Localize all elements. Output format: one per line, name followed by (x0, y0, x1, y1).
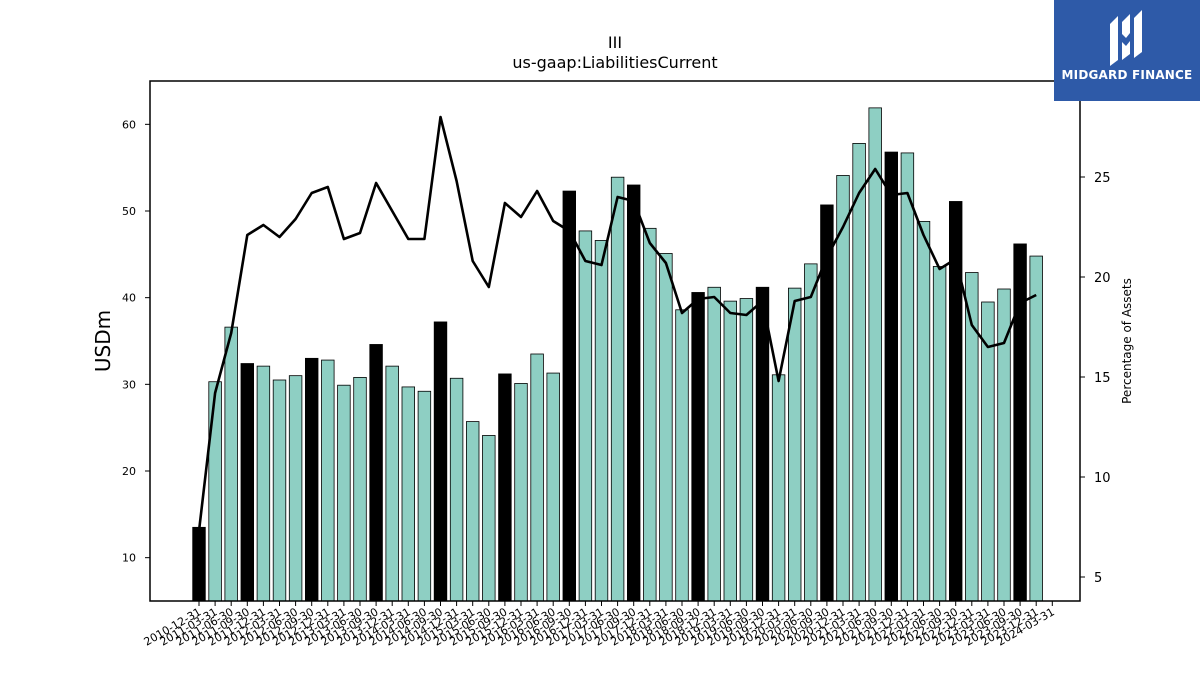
bar (771, 374, 786, 602)
y2-tick-label: 20 (1094, 271, 1111, 286)
bar (546, 372, 560, 602)
bar (385, 365, 399, 602)
bar (337, 384, 351, 602)
brand-name: MIDGARD FINANCE (1061, 68, 1193, 82)
bar (321, 359, 335, 602)
bar (739, 298, 754, 602)
bar (788, 287, 802, 602)
bar (498, 373, 512, 602)
bar (304, 357, 319, 602)
y-axis: 10 20 30 40 50 60 (122, 118, 150, 565)
y2-axis: 5 10 15 20 25 (1080, 171, 1111, 586)
y-tick-label: 20 (122, 465, 136, 478)
y2-tick-label: 25 (1094, 171, 1111, 186)
bar (514, 383, 528, 602)
chart-subtitle: us-gaap:LiabilitiesCurrent (512, 53, 717, 72)
bar (401, 386, 416, 602)
bar (820, 204, 834, 602)
brand-logo: MIDGARD FINANCE (1054, 0, 1200, 101)
y2-axis-label: Percentage of Assets (1120, 278, 1134, 404)
line-group (197, 115, 1037, 532)
bar (659, 253, 673, 602)
bar (723, 300, 738, 602)
bar (836, 175, 850, 602)
bar (643, 227, 657, 602)
bar (900, 152, 915, 602)
bar (272, 379, 287, 602)
bar (482, 435, 496, 602)
bar (369, 344, 383, 602)
bar (852, 142, 866, 602)
y2-tick-label: 15 (1094, 371, 1111, 386)
bars-group (192, 107, 1043, 602)
y-tick-label: 50 (122, 205, 136, 218)
y-tick-label: 60 (122, 118, 136, 131)
bar (417, 390, 432, 602)
bar (868, 107, 882, 602)
bar (353, 376, 367, 602)
y-tick-label: 30 (122, 378, 136, 391)
bar (804, 263, 818, 602)
bar (610, 176, 625, 602)
bar (578, 230, 593, 602)
bar (465, 421, 480, 602)
chart-title: III (608, 33, 622, 52)
bar (675, 309, 689, 602)
bar (932, 266, 947, 602)
bar (224, 326, 238, 602)
bar (530, 353, 544, 602)
y-axis-label: USDm (91, 310, 115, 372)
bar (916, 220, 931, 602)
y2-tick-label: 5 (1094, 571, 1102, 586)
bar (240, 363, 255, 602)
midgard-logo-icon (1110, 10, 1142, 66)
bar (627, 184, 641, 602)
bar (288, 375, 303, 602)
bar (1029, 255, 1043, 602)
bar (707, 286, 721, 602)
y2-tick-label: 10 (1094, 471, 1111, 486)
plot-frame (149, 80, 1081, 602)
bar (562, 190, 577, 602)
bar (997, 288, 1011, 602)
bar (208, 381, 222, 602)
bar (594, 240, 609, 602)
y-tick-label: 40 (122, 292, 136, 305)
bar (884, 151, 899, 602)
bar (256, 365, 271, 602)
bar (192, 526, 206, 602)
y-tick-label: 10 (122, 552, 136, 565)
bar (691, 292, 705, 602)
bar (449, 377, 464, 602)
series-line (197, 115, 1037, 532)
x-axis: 2010-12-312011-03-312011-06-302011-09-30… (142, 601, 1057, 649)
bar (433, 321, 448, 602)
bar (755, 286, 770, 602)
bar (1013, 243, 1027, 602)
